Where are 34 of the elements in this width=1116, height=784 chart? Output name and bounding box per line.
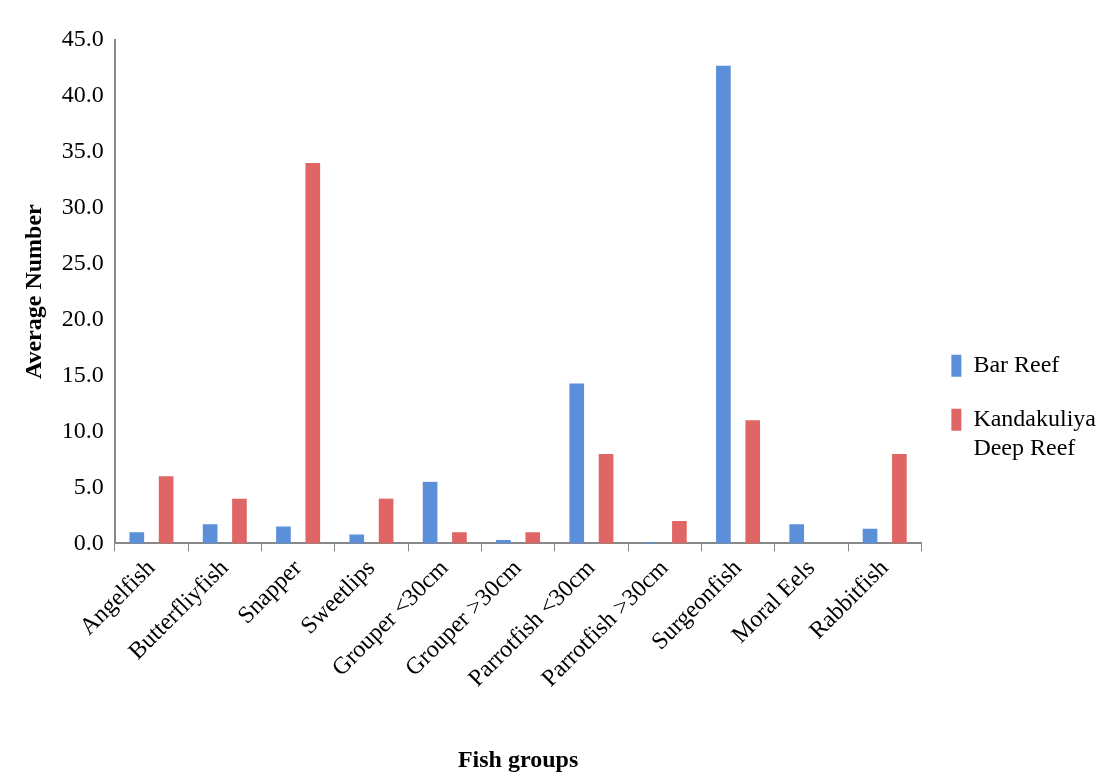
bar xyxy=(349,534,365,544)
y-tick-label: 0.0 xyxy=(73,528,104,555)
bar xyxy=(129,532,145,544)
bar xyxy=(862,528,878,544)
bar xyxy=(716,65,731,544)
bar xyxy=(202,524,218,544)
bar xyxy=(745,420,761,544)
bar xyxy=(158,476,174,544)
bar xyxy=(305,163,321,544)
y-tick-label: 35.0 xyxy=(61,137,104,164)
y-tick-label: 10.0 xyxy=(61,416,104,443)
bar xyxy=(525,532,541,544)
y-tick-label: 15.0 xyxy=(61,360,104,387)
y-tick-label: 20.0 xyxy=(61,304,104,331)
y-tick-label: 40.0 xyxy=(61,81,104,108)
bar xyxy=(789,524,805,544)
bar xyxy=(452,532,467,544)
bar xyxy=(892,453,907,544)
bar xyxy=(422,481,438,544)
y-tick-label: 25.0 xyxy=(61,249,104,276)
y-tick-label: 30.0 xyxy=(61,193,104,220)
bar xyxy=(276,526,291,544)
bar xyxy=(378,498,394,544)
y-tick-label: 5.0 xyxy=(73,472,104,499)
y-axis-title: Average Number xyxy=(19,203,46,380)
bar xyxy=(569,383,585,544)
bar xyxy=(672,521,687,544)
x-axis-title: Fish groups xyxy=(457,745,579,772)
legend-label: Bar Reef xyxy=(973,351,1060,377)
bar xyxy=(598,453,614,544)
bar xyxy=(496,540,511,544)
bar xyxy=(232,498,247,544)
legend-label: Kandakuliya Deep Reef xyxy=(973,405,1097,460)
y-tick-label: 45.0 xyxy=(61,25,104,52)
